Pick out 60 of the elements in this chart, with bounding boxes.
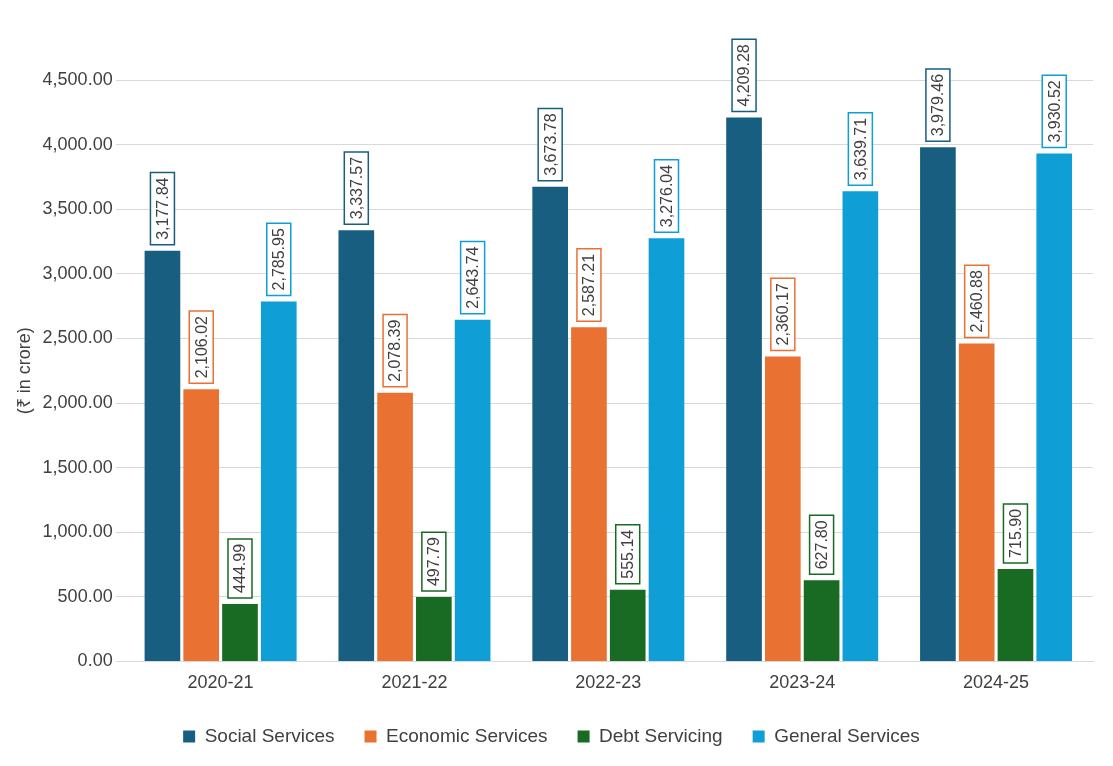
bar bbox=[454, 319, 491, 661]
data-label: 627.80 bbox=[812, 520, 830, 570]
bar bbox=[609, 589, 646, 661]
data-label: 2,106.02 bbox=[192, 315, 210, 379]
bar bbox=[764, 356, 801, 661]
bar bbox=[958, 343, 995, 661]
data-label: 2,643.74 bbox=[464, 246, 482, 309]
bar bbox=[222, 603, 258, 661]
data-label: 2,460.88 bbox=[968, 270, 986, 333]
bar bbox=[532, 186, 569, 661]
y-tick-label: 1,500.00 bbox=[42, 456, 113, 477]
bar bbox=[726, 117, 762, 661]
bar bbox=[997, 568, 1034, 661]
bar bbox=[1036, 153, 1073, 661]
data-label: 3,639.71 bbox=[851, 117, 869, 181]
x-tick-label: 2024-25 bbox=[963, 672, 1030, 693]
bar bbox=[183, 389, 220, 661]
x-tick-label: 2020-21 bbox=[187, 672, 254, 693]
data-label: 2,785.95 bbox=[270, 228, 288, 291]
y-tick-label: 0.00 bbox=[77, 650, 113, 671]
bar bbox=[377, 392, 413, 661]
data-label: 2,360.17 bbox=[774, 283, 792, 346]
bar bbox=[920, 147, 956, 661]
y-axis-title: (₹ in crore) bbox=[13, 327, 34, 415]
bar bbox=[571, 327, 607, 661]
bar bbox=[842, 191, 879, 661]
data-label: 715.90 bbox=[1006, 508, 1024, 558]
bar bbox=[416, 597, 452, 661]
x-tick-label: 2021-22 bbox=[381, 672, 448, 693]
data-label: 3,673.78 bbox=[541, 113, 559, 176]
data-label: 555.14 bbox=[619, 529, 637, 579]
legend-label: General Services bbox=[774, 724, 920, 746]
data-label: 497.79 bbox=[425, 537, 443, 587]
bar bbox=[260, 301, 297, 661]
x-tick-label: 2022-23 bbox=[575, 672, 642, 693]
data-label: 3,177.84 bbox=[153, 177, 171, 240]
data-label: 3,276.04 bbox=[657, 164, 675, 228]
y-tick-label: 3,000.00 bbox=[42, 262, 113, 283]
y-tick-label: 4,500.00 bbox=[42, 68, 113, 89]
legend-label: Economic Services bbox=[386, 724, 548, 746]
bar bbox=[338, 230, 375, 661]
data-label: 3,979.46 bbox=[929, 73, 947, 137]
data-label: 444.99 bbox=[231, 543, 249, 593]
data-label: 2,587.21 bbox=[580, 253, 598, 317]
y-tick-label: 4,000.00 bbox=[42, 133, 113, 154]
data-label: 2,078.39 bbox=[386, 319, 404, 382]
x-tick-label: 2023-24 bbox=[769, 672, 836, 693]
y-tick-label: 500.00 bbox=[57, 585, 113, 606]
y-tick-label: 2,000.00 bbox=[42, 391, 113, 412]
data-label: 3,337.57 bbox=[347, 156, 365, 220]
y-tick-label: 1,000.00 bbox=[42, 521, 113, 542]
data-label: 3,930.52 bbox=[1045, 80, 1063, 143]
bar bbox=[648, 238, 685, 661]
legend-label: Debt Servicing bbox=[599, 724, 723, 746]
bar bbox=[803, 580, 840, 661]
bar bbox=[144, 250, 181, 661]
y-tick-label: 3,500.00 bbox=[42, 198, 113, 219]
data-label: 4,209.28 bbox=[735, 44, 753, 107]
legend-label: Social Services bbox=[204, 724, 335, 746]
y-tick-label: 2,500.00 bbox=[42, 327, 113, 348]
